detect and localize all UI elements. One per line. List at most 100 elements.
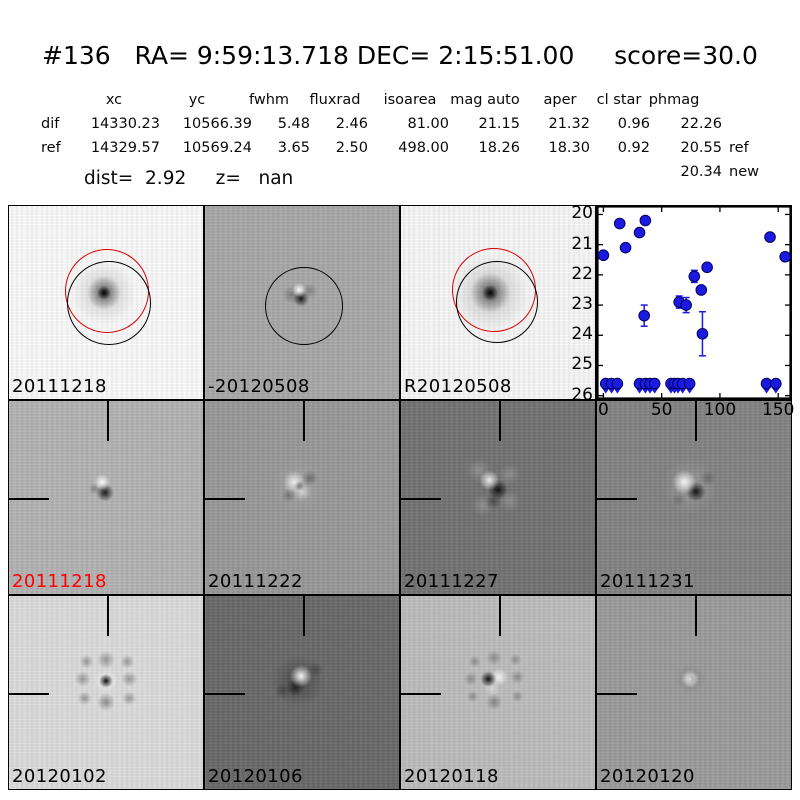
lightcurve-point bbox=[683, 377, 696, 390]
stamp-date-label: 20111227 bbox=[404, 571, 499, 593]
ref-mag-auto: 18.26 bbox=[478, 140, 520, 156]
x-tick-label: 0 bbox=[597, 400, 609, 420]
crosshair-top-tick bbox=[106, 596, 109, 636]
upper-limit-arrow bbox=[650, 387, 659, 394]
crosshair-top-tick bbox=[694, 401, 697, 441]
crosshair-left-tick bbox=[9, 497, 49, 500]
crosshair-left-tick bbox=[205, 692, 245, 695]
row-label-ref: ref bbox=[41, 140, 61, 156]
upper-limit-arrow bbox=[771, 387, 780, 394]
crosshair-left-tick bbox=[205, 497, 245, 500]
ref-aper: 18.30 bbox=[548, 140, 590, 156]
crosshair-left-tick bbox=[597, 497, 637, 500]
dif-aperture-circle bbox=[264, 267, 343, 346]
stamp-panel-20120102: 20120102 bbox=[8, 595, 204, 790]
stamp-date-label: 20111218 bbox=[12, 571, 107, 593]
dif-isoarea: 81.00 bbox=[407, 116, 449, 132]
upper-limit-arrow bbox=[678, 387, 687, 394]
stamp-date-label: 20111222 bbox=[208, 571, 303, 593]
dist-z-line: dist= 2.92 z= nan bbox=[84, 168, 294, 189]
col-header-mag-auto: mag auto bbox=[450, 92, 520, 108]
new-phmag-suffix: new bbox=[729, 164, 759, 180]
col-header-aper: aper bbox=[543, 92, 577, 108]
col-header-cl-star: cl star bbox=[596, 92, 642, 108]
dif-phmag: 22.26 bbox=[680, 116, 722, 132]
dif-cl-star: 0.96 bbox=[617, 116, 650, 132]
y-tick-label: 23 bbox=[571, 294, 593, 315]
stamp-panel-20111222: 20111222 bbox=[204, 400, 400, 595]
y-tick-label: 24 bbox=[571, 324, 593, 345]
dif-fwhm: 5.48 bbox=[277, 116, 310, 132]
stamp-panel-20120106: 20120106 bbox=[204, 595, 400, 790]
crosshair-left-tick bbox=[597, 692, 637, 695]
dif-aperture-circle bbox=[456, 260, 539, 343]
crosshair-left-tick bbox=[401, 497, 441, 500]
stamp-panel-R20120508: R20120508 bbox=[400, 205, 596, 400]
lightcurve-point bbox=[648, 377, 661, 390]
ref-fluxrad: 2.50 bbox=[335, 140, 368, 156]
ref-cl-star: 0.92 bbox=[617, 140, 650, 156]
y-tick-label: 22 bbox=[571, 263, 593, 284]
lightcurve-point bbox=[779, 250, 791, 263]
stamp-panel-20111218: 20111218 bbox=[8, 400, 204, 595]
stamp-panel-20120118: 20120118 bbox=[400, 595, 596, 790]
crosshair-top-tick bbox=[302, 401, 305, 441]
crosshair-top-tick bbox=[106, 401, 109, 441]
stamp-grid: 20111218 -20120508 R20120508 20111218 201112… bbox=[8, 205, 792, 790]
lightcurve-panel bbox=[596, 205, 792, 400]
ref-isoarea: 498.00 bbox=[398, 140, 449, 156]
lightcurve-point bbox=[633, 226, 646, 239]
stamp-date-label: 20111231 bbox=[600, 571, 695, 593]
col-header-fluxrad: fluxrad bbox=[309, 92, 361, 108]
upper-limit-arrow bbox=[762, 387, 771, 394]
upper-limit-arrow bbox=[607, 387, 616, 394]
crosshair-left-tick bbox=[401, 692, 441, 695]
upper-limit-arrow bbox=[601, 387, 610, 394]
dif-aperture-circle bbox=[66, 261, 151, 346]
dif-fluxrad: 2.46 bbox=[335, 116, 368, 132]
stamp-date-label: 20111218 bbox=[12, 376, 107, 398]
ref-phmag-suffix: ref bbox=[729, 140, 749, 156]
lightcurve-point bbox=[611, 377, 624, 390]
y-tick-label: 26 bbox=[571, 384, 593, 405]
dif-mag-auto: 21.15 bbox=[478, 116, 520, 132]
x-tick-label: 100 bbox=[703, 400, 737, 420]
x-tick-label: 50 bbox=[650, 400, 673, 420]
stamp-date-label: 20120106 bbox=[208, 766, 303, 788]
ref-yc: 10569.24 bbox=[182, 140, 252, 156]
lightcurve-point bbox=[680, 299, 692, 311]
x-tick-label: 150 bbox=[761, 400, 795, 420]
dif-yc: 10566.39 bbox=[182, 116, 252, 132]
stamp-panel-20111218: 20111218 bbox=[8, 205, 204, 400]
ref-phmag: 20.55 bbox=[680, 140, 722, 156]
lightcurve-point bbox=[619, 241, 632, 254]
dif-xc: 14330.23 bbox=[90, 116, 160, 132]
lightcurve-point bbox=[597, 249, 610, 262]
row-label-dif: dif bbox=[41, 116, 60, 132]
upper-limit-arrow bbox=[613, 387, 622, 394]
ref-xc: 14329.57 bbox=[90, 140, 160, 156]
stamp-date-label: R20120508 bbox=[404, 376, 512, 398]
col-header-isoarea: isoarea bbox=[383, 92, 437, 108]
crosshair-top-tick bbox=[498, 401, 501, 441]
y-tick-label: 20 bbox=[571, 203, 593, 224]
stamp-panel-20111227: 20111227 bbox=[400, 400, 596, 595]
lightcurve-point bbox=[638, 309, 650, 322]
lightcurve-point bbox=[770, 377, 782, 390]
upper-limit-arrow bbox=[635, 387, 644, 394]
stamp-date-label: 20120118 bbox=[404, 766, 499, 788]
dif-aper: 21.32 bbox=[548, 116, 590, 132]
lightcurve-point bbox=[696, 327, 709, 340]
stamp-date-label: 20120120 bbox=[600, 766, 695, 788]
y-tick-label: 21 bbox=[571, 233, 593, 254]
stamp-panel-20111231: 20111231 bbox=[596, 400, 792, 595]
crosshair-left-tick bbox=[9, 692, 49, 695]
lightcurve-point bbox=[613, 217, 626, 230]
upper-limit-arrow bbox=[685, 387, 694, 394]
col-header-yc: yc bbox=[188, 92, 206, 108]
lightcurve-point bbox=[701, 261, 713, 274]
stamp-date-label: 20120102 bbox=[12, 766, 107, 788]
stamp-panel--20120508: -20120508 bbox=[204, 205, 400, 400]
y-tick-label: 25 bbox=[571, 354, 593, 375]
